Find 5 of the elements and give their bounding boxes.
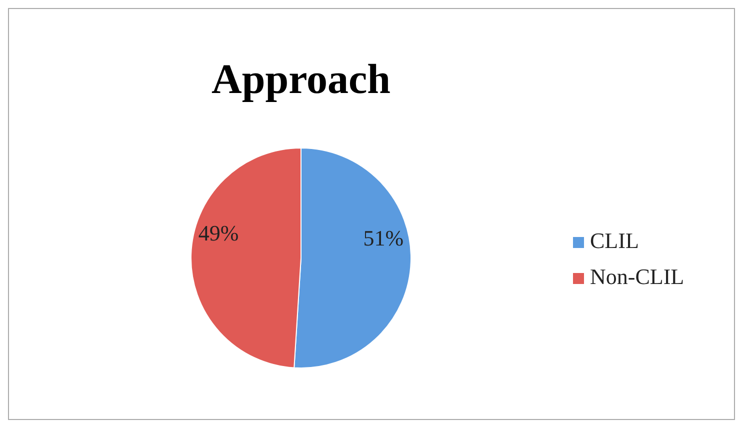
chart-title: Approach bbox=[212, 57, 390, 103]
data-label: 49% bbox=[198, 220, 239, 246]
legend-label: CLIL bbox=[590, 228, 639, 253]
legend-label: Non-CLIL bbox=[590, 264, 684, 289]
data-label: 51% bbox=[363, 226, 404, 251]
